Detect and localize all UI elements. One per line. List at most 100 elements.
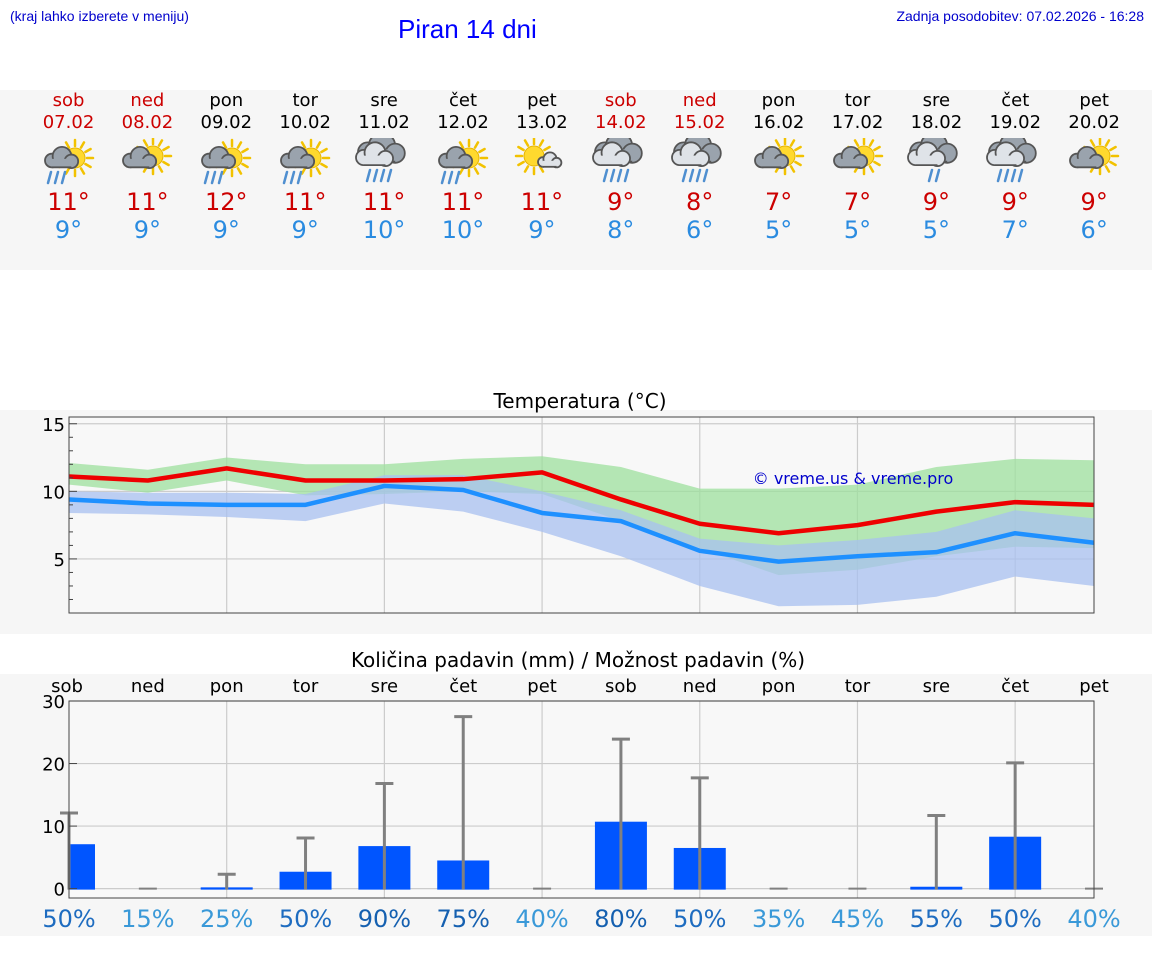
precip-chance: 50% [42,905,95,933]
partly-sunny-rain-icon [43,138,94,185]
temp-max: 11° [47,188,90,216]
precip-day-label: sob [51,676,83,697]
partly-sunny-icon [832,138,883,176]
precip-chance: 90% [358,905,411,933]
precip-day-label: pet [1079,676,1109,697]
day-date: 20.02 [1068,112,1120,133]
day-name: sre [370,90,398,111]
temp-max: 9° [922,188,951,216]
partly-sunny-rain-icon [201,138,252,185]
day-date: 17.02 [831,112,884,133]
partly-sunny-icon [753,138,804,176]
precip-chance: 25% [200,905,253,933]
precipitation-title: Količina padavin (mm) / Možnost padavin … [351,648,805,672]
day-name: sob [52,90,85,111]
temp-max: 8° [686,188,714,216]
forecast-day: pet 13.02 11° 9° [502,90,582,244]
precip-ytick-label: 0 [54,880,65,901]
cloud-rain-icon [986,138,1037,183]
precip-day-label: pet [527,676,557,697]
precip-chance: 50% [673,905,726,933]
temp-min: 6° [1080,216,1108,244]
temp-min: 10° [362,216,406,244]
day-date: 19.02 [989,112,1042,133]
day-date: 16.02 [752,112,805,133]
precip-day-label: sre [371,676,398,697]
page-title: Piran 14 dni [398,14,537,44]
sun-small-cloud-icon [514,138,563,176]
forecast-day: tor 17.02 7° 5° [818,90,898,244]
precipitation-chart: Količina padavin (mm) / Možnost padavin … [42,648,1121,933]
precip-day-label: ned [131,676,165,697]
day-name: pet [1079,90,1109,111]
precip-chance: 50% [988,905,1041,933]
temp-max: 7° [843,188,872,216]
precip-day-label: čet [449,676,477,697]
precip-day-label: ned [683,676,717,697]
day-date: 18.02 [910,112,963,133]
day-name: ned [682,90,717,111]
location-hint: (kraj lahko izberete v meniju) [10,8,189,24]
temp-max: 11° [520,188,564,216]
precip-chance: 80% [594,905,647,933]
partly-sunny-icon [122,138,173,176]
day-name: sre [922,90,951,111]
forecast-day: pet 20.02 9° 6° [1054,90,1134,244]
precip-chance: 55% [910,905,963,933]
day-name: tor [844,90,871,111]
day-name: sob [604,90,637,111]
day-date: 09.02 [200,112,253,133]
partly-sunny-rain-icon [438,138,489,185]
precip-day-label: tor [845,676,871,697]
temp-min: 9° [212,216,240,244]
temp-min: 6° [686,216,714,244]
precip-day-label: sre [923,676,950,697]
precip-chance: 75% [437,905,490,933]
temp-min: 8° [607,216,635,244]
precipitation-plot-area [69,701,1094,898]
temp-min: 5° [764,216,793,244]
precipitation-frame [68,700,1095,899]
temp-min: 9° [291,216,319,244]
cloud-rain-icon [355,138,406,183]
last-updated: Zadnja posodobitev: 07.02.2026 - 16:28 [896,8,1144,24]
precip-chance: 40% [1067,905,1120,933]
precip-day-label: čet [1001,676,1029,697]
day-date: 12.02 [437,112,489,133]
temp-min: 10° [441,216,485,244]
temp-max: 9° [1080,188,1108,216]
forecast-panel [0,90,1152,270]
temp-min: 9° [54,216,83,244]
forecast-day: ned 15.02 8° 6° [660,90,740,244]
precip-day-label: pon [210,676,244,697]
temp-max: 7° [764,188,793,216]
precip-day-label: sob [605,676,637,697]
precip-ytick-label: 10 [42,817,65,838]
temperature-title: Temperatura (°C) [492,389,666,413]
day-name: pon [209,90,244,111]
forecast-day: ned 08.02 11° 9° [107,90,187,244]
precip-chance: 15% [121,905,174,933]
day-date: 08.02 [121,112,174,133]
temp-max: 11° [362,188,406,216]
cloud-light-rain-icon [907,138,959,183]
day-name: čet [448,90,478,111]
cloud-rain-icon [591,138,643,183]
partly-sunny-rain-icon [280,138,331,185]
precip-bar [69,844,95,890]
forecast-day: sre 11.02 11° 10° [344,90,424,244]
day-name: pon [761,90,796,111]
forecast-day: tor 10.02 11° 9° [265,90,345,244]
day-name: pet [527,90,557,111]
temp-min: 9° [133,216,162,244]
day-date: 07.02 [42,112,95,133]
precip-ytick-label: 30 [42,692,65,713]
day-date: 14.02 [595,112,647,133]
watermark: © vreme.us & vreme.pro [753,469,954,488]
precip-chance: 50% [279,905,332,933]
temp-ytick-label: 10 [42,482,65,503]
temp-max: 11° [126,188,169,216]
temp-ytick-label: 5 [54,550,65,571]
cloud-rain-icon [670,138,722,183]
temp-max: 11° [441,188,485,216]
